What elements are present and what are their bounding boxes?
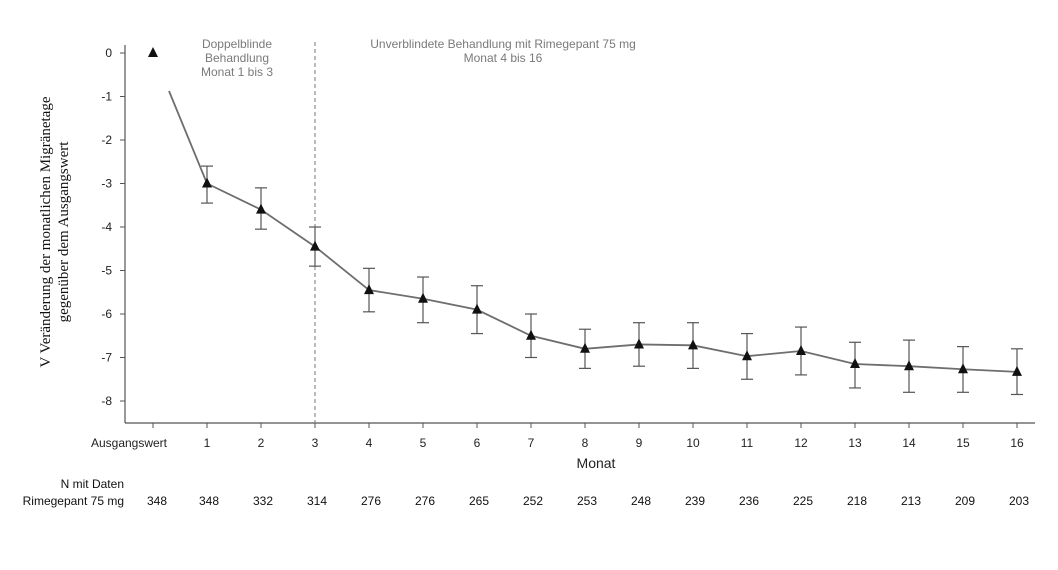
x-tick-label: 12 bbox=[794, 436, 808, 450]
data-point-marker bbox=[310, 241, 320, 251]
n-table-value: 332 bbox=[253, 494, 273, 508]
y-axis-title-line2: gegenüber dem Ausgangswert bbox=[56, 141, 72, 323]
n-table-value: 248 bbox=[631, 494, 651, 508]
data-point-marker bbox=[202, 178, 212, 188]
data-point-marker bbox=[364, 284, 374, 294]
y-tick-label: -3 bbox=[101, 177, 112, 191]
x-tick-label: 5 bbox=[420, 436, 427, 450]
x-tick-label: 13 bbox=[848, 436, 862, 450]
x-tick-label: 8 bbox=[582, 436, 589, 450]
n-table-value: 253 bbox=[577, 494, 597, 508]
n-table: N mit Daten Rimegepant 75 mg 348 348 332 314 2… bbox=[23, 477, 1030, 508]
n-table-value: 236 bbox=[739, 494, 759, 508]
data-point-marker bbox=[634, 338, 644, 348]
n-table-value: 218 bbox=[847, 494, 867, 508]
n-table-value: 348 bbox=[147, 494, 167, 508]
y-tick-label: -8 bbox=[101, 394, 112, 408]
series-line bbox=[169, 91, 1017, 372]
n-table-value: 239 bbox=[685, 494, 705, 508]
x-tick-label: 11 bbox=[741, 436, 754, 450]
x-tick-label: 7 bbox=[528, 436, 535, 450]
data-point-marker bbox=[796, 345, 806, 355]
n-table-value: 265 bbox=[469, 494, 489, 508]
phase1-annotation-text: Monat 1 bis 3 bbox=[201, 65, 273, 79]
x-tick-label: 9 bbox=[636, 436, 643, 450]
y-axis-title: V Veränderung der monatlichen Migränetag… bbox=[38, 96, 72, 367]
phase1-annotation-text: Doppelblinde bbox=[202, 37, 272, 51]
n-table-value: 276 bbox=[361, 494, 381, 508]
n-table-value: 276 bbox=[415, 494, 435, 508]
x-tick-label: 4 bbox=[366, 436, 373, 450]
line-chart: 0-1-2-3-4-5-6-7-8Ausgangswert 1 2 3 4 5 6 7 8 9 10… bbox=[0, 0, 1058, 570]
y-tick-label: 0 bbox=[105, 46, 112, 60]
n-table-value: 209 bbox=[955, 494, 975, 508]
n-table-row-label: Rimegepant 75 mg bbox=[23, 494, 124, 508]
n-table-value: 203 bbox=[1009, 494, 1029, 508]
x-tick-label: 2 bbox=[258, 436, 265, 450]
x-tick-label: 10 bbox=[686, 436, 700, 450]
y-tick-label: -5 bbox=[101, 264, 112, 278]
y-tick-label: -4 bbox=[101, 220, 112, 234]
x-tick-label: 14 bbox=[902, 436, 916, 450]
n-table-value: 348 bbox=[199, 494, 219, 508]
x-axis-title: Monat bbox=[577, 455, 616, 471]
n-table-value: 225 bbox=[793, 494, 813, 508]
x-tick-label: Ausgangswert bbox=[91, 436, 168, 450]
y-tick-label: -1 bbox=[101, 90, 112, 104]
x-tick-label: 6 bbox=[474, 436, 481, 450]
n-table-value: 213 bbox=[901, 494, 921, 508]
x-tick-label: 16 bbox=[1010, 436, 1024, 450]
y-tick-label: -2 bbox=[101, 133, 112, 147]
phase1-annotation-text: Behandlung bbox=[205, 51, 269, 65]
y-tick-label: -7 bbox=[101, 351, 112, 365]
y-tick-label: -6 bbox=[101, 307, 112, 321]
phase2-annotation-text: Unverblindete Behandlung mit Rimegepant … bbox=[370, 37, 636, 51]
x-tick-label: 15 bbox=[956, 436, 970, 450]
y-axis-title-line1: V Veränderung der monatlichen Migränetag… bbox=[38, 96, 54, 367]
n-table-header: N mit Daten bbox=[61, 477, 124, 491]
n-table-value: 314 bbox=[307, 494, 327, 508]
data-point-marker bbox=[148, 47, 158, 57]
x-tick-label: 3 bbox=[312, 436, 319, 450]
data-point-marker bbox=[688, 339, 698, 349]
series-layer bbox=[148, 47, 1023, 394]
x-tick-label: 1 bbox=[204, 436, 211, 450]
n-table-value: 252 bbox=[523, 494, 543, 508]
phase2-annotation-text: Monat 4 bis 16 bbox=[464, 51, 543, 65]
